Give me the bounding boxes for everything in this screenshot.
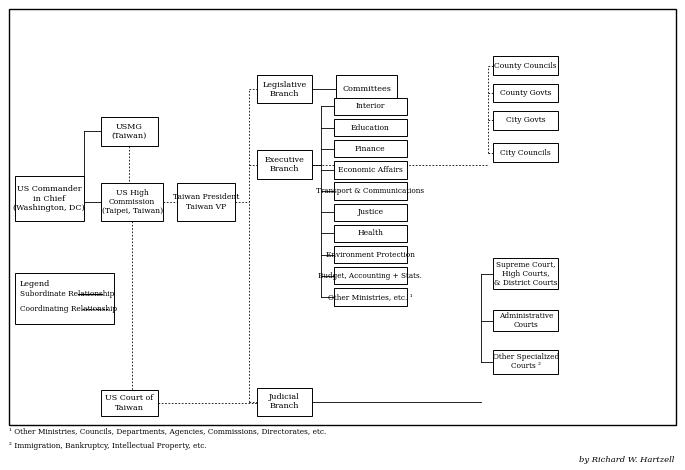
Bar [493,310,558,331]
Bar [15,273,114,324]
Text: Other Specialized
Courts ²: Other Specialized Courts ² [493,353,559,370]
Bar [493,258,558,289]
Bar [334,161,407,179]
Text: Justice: Justice [357,208,384,216]
Text: US Court of
Taiwan: US Court of Taiwan [105,394,153,412]
Bar [334,182,407,200]
Text: County Councils: County Councils [495,62,557,70]
Text: Health: Health [358,229,383,237]
Text: Judicial
Branch: Judicial Branch [269,393,299,410]
Text: Supreme Court,
High Courts,
& District Courts: Supreme Court, High Courts, & District C… [494,260,558,287]
Bar [334,204,407,221]
Bar [493,350,558,374]
Text: County Govts: County Govts [500,89,551,97]
Text: by Richard W. Hartzell: by Richard W. Hartzell [580,456,675,464]
Bar [493,84,558,102]
Bar [257,150,312,179]
Text: Interior: Interior [356,102,385,110]
Bar [334,246,407,263]
Bar [493,111,558,130]
Text: City Govts: City Govts [506,116,545,125]
Bar [257,75,312,103]
Text: US High
Commission
(Taipei, Taiwan): US High Commission (Taipei, Taiwan) [101,189,163,215]
Bar [493,143,558,162]
Bar [257,388,312,416]
Text: ¹ Other Ministries, Councils, Departments, Agencies, Commissions, Directorates, : ¹ Other Ministries, Councils, Department… [9,428,326,436]
Text: Subordinate Relationship: Subordinate Relationship [20,290,114,298]
Bar [334,140,407,157]
Text: Legend: Legend [20,280,50,288]
Text: Education: Education [351,124,390,132]
Bar [493,56,558,75]
Text: Other Ministries, etc. ¹: Other Ministries, etc. ¹ [328,293,412,301]
Bar [9,9,676,425]
Text: ² Immigration, Bankruptcy, Intellectual Property, etc.: ² Immigration, Bankruptcy, Intellectual … [9,442,207,450]
Text: Finance: Finance [355,145,386,153]
Bar [177,183,235,221]
Text: Economic Affairs: Economic Affairs [338,166,403,174]
Bar [101,183,163,221]
Text: City Councils: City Councils [500,149,551,157]
Text: USMG
(Taiwan): USMG (Taiwan) [112,123,147,140]
Bar [336,75,397,103]
Bar [334,119,407,136]
Bar [334,288,407,306]
Text: Transport & Communications: Transport & Communications [316,187,424,195]
Bar [334,98,407,115]
Bar [334,267,407,284]
Text: Budget, Accounting + Stats.: Budget, Accounting + Stats. [319,272,422,280]
Bar [15,176,84,221]
Bar [101,117,158,146]
Bar [101,390,158,416]
Text: Taiwan President
Taiwan VP: Taiwan President Taiwan VP [173,194,239,211]
Text: Environment Protection: Environment Protection [326,251,414,258]
Text: Legislative
Branch: Legislative Branch [262,81,306,98]
Text: Coordinating Relationship: Coordinating Relationship [20,305,117,313]
Text: Committees: Committees [342,85,391,94]
Bar [334,225,407,242]
Text: US Commander
in Chief
(Washington, DC): US Commander in Chief (Washington, DC) [14,185,85,212]
Text: Executive
Branch: Executive Branch [264,156,304,173]
Text: Administrative
Courts: Administrative Courts [499,312,553,329]
